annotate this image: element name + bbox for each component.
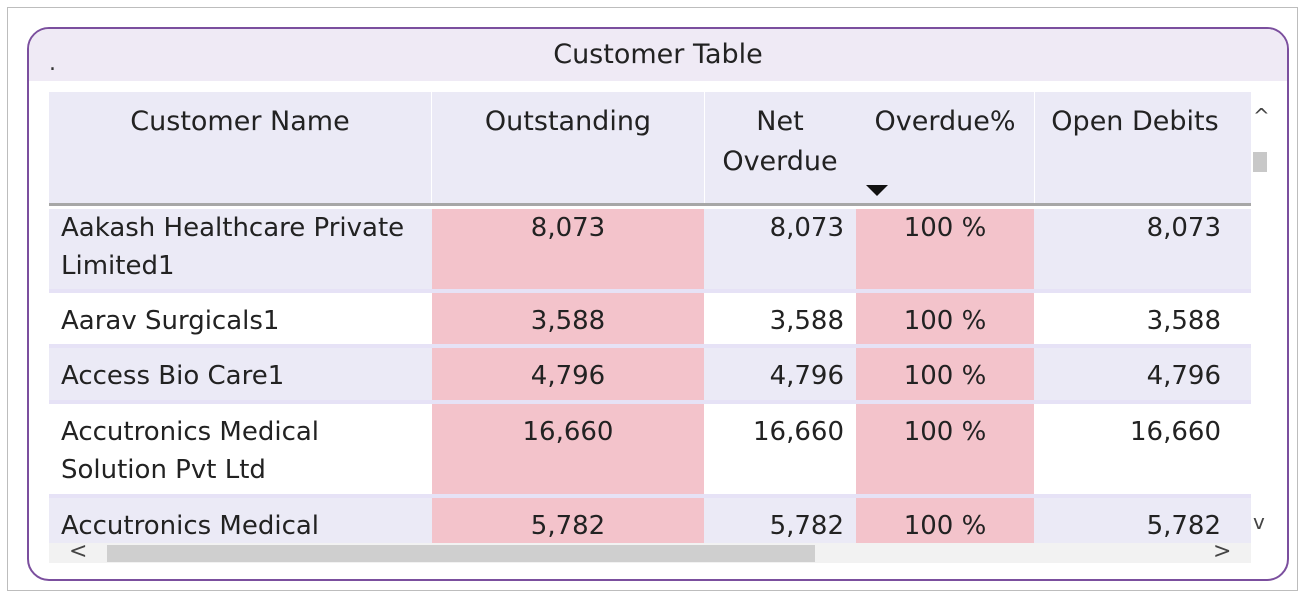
cell-open-debits: 4,796 — [1146, 361, 1221, 391]
chevron-up-icon[interactable]: ^ — [1253, 104, 1270, 128]
customer-table-visual[interactable]: . Customer Table Customer Name Outstandi… — [27, 27, 1289, 581]
cell-outstanding: 5,782 — [432, 498, 704, 544]
cell-net-overdue: 16,660 — [753, 417, 844, 447]
chevron-right-icon[interactable]: > — [1213, 539, 1232, 564]
visual-title: Customer Table — [553, 39, 763, 70]
column-divider — [431, 92, 432, 203]
column-header-outstanding[interactable]: Outstanding — [484, 106, 652, 137]
column-divider — [1034, 92, 1035, 203]
title-marker: . — [49, 51, 56, 76]
cell-open-debits: 5,782 — [1146, 511, 1221, 541]
column-header-open-debits[interactable]: Open Debits — [1051, 106, 1219, 137]
cell-customer-name: Accutronics Medical Solution Pvt Ltd — [61, 417, 320, 485]
cell-net-overdue: 8,073 — [769, 213, 844, 243]
horizontal-scrollbar[interactable]: < > — [49, 539, 1251, 564]
cell-customer-name: Aarav Surgicals1 — [61, 306, 280, 336]
visual-frame: . Customer Table Customer Name Outstandi… — [7, 7, 1298, 591]
cell-overdue-pct: 100 % — [856, 498, 1034, 544]
cell-overdue-pct: 100 % — [856, 348, 1034, 400]
cell-outstanding: 8,073 — [432, 209, 704, 289]
column-header-customer-name[interactable]: Customer Name — [130, 106, 350, 137]
table-row[interactable]: Accutronics Medical Solution Pvt Ltd 16,… — [49, 404, 1251, 498]
cell-open-debits: 16,660 — [1130, 417, 1221, 447]
cell-customer-name: Accutronics Medical — [61, 511, 320, 541]
cell-overdue-pct: 100 % — [856, 404, 1034, 494]
chevron-left-icon[interactable]: < — [69, 539, 88, 564]
cell-outstanding: 16,660 — [432, 404, 704, 494]
chevron-down-icon[interactable]: v — [1253, 510, 1265, 534]
vertical-scrollbar[interactable]: ^ v — [1251, 92, 1270, 544]
cell-open-debits: 3,588 — [1146, 306, 1221, 336]
cell-open-debits: 8,073 — [1146, 213, 1221, 243]
table-body: Aakash Healthcare Private Limited1 8,073… — [49, 209, 1251, 544]
sort-descending-icon[interactable] — [866, 185, 888, 196]
horizontal-scroll-thumb[interactable] — [107, 545, 815, 562]
table-row[interactable]: Aakash Healthcare Private Limited1 8,073… — [49, 209, 1251, 293]
column-header-net-overdue[interactable]: Net Overdue — [722, 106, 838, 177]
vertical-scroll-thumb[interactable] — [1253, 152, 1267, 172]
table-row[interactable]: Aarav Surgicals1 3,588 3,588 100 % 3,588 — [49, 293, 1251, 348]
column-header-overdue-pct[interactable]: Overdue% — [874, 106, 1016, 137]
table-grid: Customer Name Outstanding Net Overdue Ov… — [49, 92, 1251, 544]
table-row[interactable]: Access Bio Care1 4,796 4,796 100 % 4,796 — [49, 348, 1251, 404]
cell-net-overdue: 5,782 — [769, 511, 844, 541]
cell-overdue-pct: 100 % — [856, 293, 1034, 344]
column-divider — [704, 92, 705, 203]
table-header: Customer Name Outstanding Net Overdue Ov… — [49, 92, 1251, 206]
cell-customer-name: Access Bio Care1 — [61, 361, 285, 391]
table-row[interactable]: Accutronics Medical 5,782 5,782 100 % 5,… — [49, 498, 1251, 544]
cell-overdue-pct: 100 % — [856, 209, 1034, 289]
cell-customer-name: Aakash Healthcare Private Limited1 — [61, 213, 405, 281]
cell-outstanding: 4,796 — [432, 348, 704, 400]
cell-net-overdue: 3,588 — [769, 306, 844, 336]
cell-net-overdue: 4,796 — [769, 361, 844, 391]
title-bar: . Customer Table — [29, 29, 1287, 81]
cell-outstanding: 3,588 — [432, 293, 704, 344]
